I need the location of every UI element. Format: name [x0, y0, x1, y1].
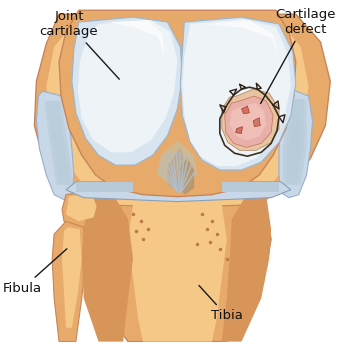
Polygon shape [230, 103, 266, 140]
Polygon shape [78, 20, 177, 152]
Polygon shape [82, 195, 133, 342]
Polygon shape [286, 99, 298, 185]
Polygon shape [222, 195, 271, 342]
Polygon shape [56, 101, 74, 185]
Polygon shape [151, 170, 194, 195]
Polygon shape [59, 10, 296, 197]
Polygon shape [158, 140, 197, 190]
Polygon shape [76, 182, 133, 192]
Polygon shape [62, 190, 102, 229]
Polygon shape [46, 17, 309, 205]
Polygon shape [108, 20, 164, 57]
Polygon shape [47, 101, 65, 185]
Polygon shape [62, 227, 82, 328]
Polygon shape [292, 99, 304, 185]
Polygon shape [128, 205, 227, 342]
Text: Cartilage
defect: Cartilage defect [261, 8, 336, 104]
Polygon shape [253, 118, 260, 127]
Polygon shape [207, 20, 279, 57]
Polygon shape [295, 99, 307, 185]
Polygon shape [66, 182, 291, 202]
Polygon shape [177, 158, 194, 195]
Polygon shape [182, 19, 291, 166]
Polygon shape [66, 193, 97, 221]
Polygon shape [168, 148, 187, 192]
Polygon shape [50, 101, 68, 185]
Polygon shape [289, 99, 301, 185]
Polygon shape [283, 99, 295, 185]
Polygon shape [180, 17, 296, 170]
Polygon shape [241, 106, 250, 114]
Polygon shape [34, 14, 330, 209]
Text: Fibula: Fibula [3, 249, 67, 295]
Polygon shape [225, 96, 273, 147]
Polygon shape [236, 127, 243, 133]
Polygon shape [44, 101, 62, 185]
Text: Tibia: Tibia [199, 286, 243, 322]
Polygon shape [84, 195, 271, 342]
Polygon shape [279, 89, 313, 198]
Polygon shape [36, 91, 74, 200]
Polygon shape [52, 221, 86, 342]
Polygon shape [53, 101, 71, 185]
Polygon shape [222, 182, 279, 192]
Text: Joint
cartilage: Joint cartilage [40, 10, 119, 79]
Polygon shape [222, 89, 279, 150]
Polygon shape [84, 185, 271, 207]
Polygon shape [72, 17, 182, 165]
